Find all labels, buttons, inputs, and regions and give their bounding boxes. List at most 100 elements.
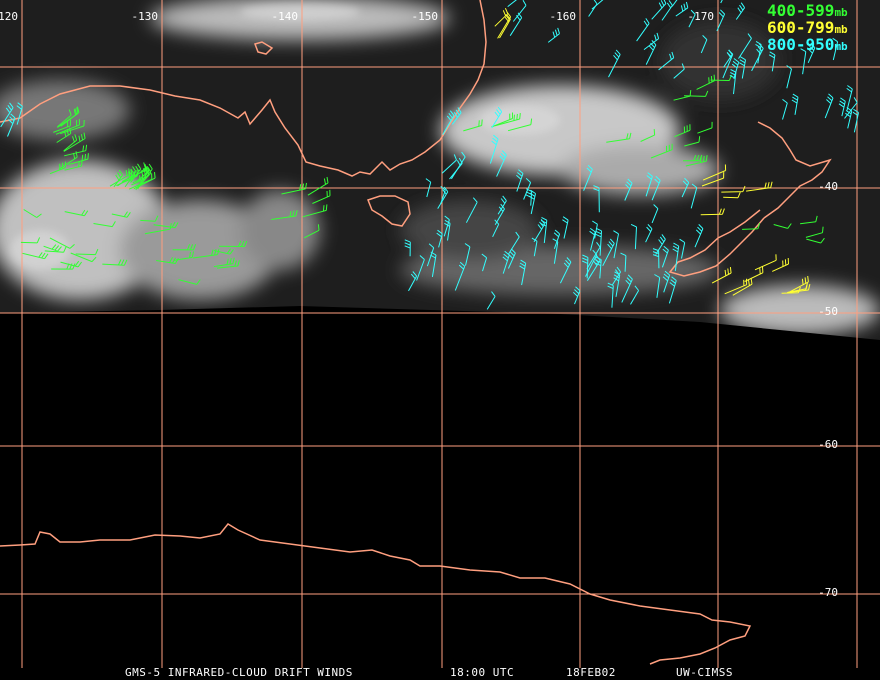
wind-barb	[768, 51, 776, 72]
wind-barb	[621, 274, 633, 303]
latitude-label: -60	[818, 438, 838, 451]
wind-barb	[135, 165, 150, 191]
wind-barb	[219, 240, 248, 247]
coastlines	[0, 0, 832, 665]
legend-label: 400-599	[767, 1, 834, 20]
wind-barb	[845, 107, 853, 129]
wind-barb	[852, 108, 859, 133]
wind-barb	[130, 163, 142, 183]
wind-barb	[787, 275, 809, 294]
wind-barb	[178, 279, 201, 285]
wind-barb	[442, 110, 455, 135]
wind-barb	[620, 252, 627, 272]
wind-barb	[57, 107, 79, 128]
wind-barb	[281, 182, 307, 195]
wind-barb	[805, 226, 824, 238]
wind-barb	[673, 90, 692, 101]
wind-barb	[608, 49, 621, 78]
wind-barb	[64, 209, 89, 217]
wind-barb	[49, 237, 75, 249]
footer-text: GMS-5 INFRARED-CLOUD DRIFT WINDS	[125, 666, 353, 679]
wind-barb	[494, 8, 509, 27]
wind-barb	[451, 107, 462, 125]
wind-barb	[782, 99, 788, 120]
wind-barb	[408, 271, 418, 292]
wind-barb	[507, 248, 516, 269]
wind-barb	[486, 291, 496, 310]
wind-barb	[688, 9, 696, 28]
wind-barb	[738, 33, 752, 59]
footer-text: UW-CIMSS	[676, 666, 733, 679]
wind-barb	[58, 151, 78, 170]
wind-barb	[499, 14, 511, 39]
wind-barb	[113, 169, 123, 188]
wind-barb	[630, 285, 640, 305]
nz-north-coast	[757, 121, 832, 219]
wind-barb	[0, 102, 14, 128]
wind-barb	[109, 168, 131, 187]
wind-barb	[559, 257, 572, 284]
wind-barb	[531, 237, 538, 257]
wind-barb	[613, 230, 619, 259]
wind-barb	[440, 186, 446, 205]
wind-barb	[702, 164, 727, 181]
wind-barb	[213, 257, 235, 268]
wind-barb	[528, 189, 536, 215]
legend-unit: mb	[834, 6, 848, 19]
island-coast	[254, 41, 274, 55]
wind-barb	[491, 106, 503, 129]
wind-barb	[22, 252, 49, 260]
wind-barb	[755, 40, 762, 64]
wind-barb	[694, 224, 704, 248]
wind-barb	[672, 242, 680, 272]
wind-barb	[690, 183, 698, 209]
wind-barb	[547, 27, 560, 43]
wind-barb	[481, 253, 488, 272]
wind-barb	[153, 221, 179, 229]
wind-barb	[679, 238, 686, 259]
nz-south-coast	[668, 209, 765, 277]
wind-barb	[654, 274, 661, 298]
wind-barb	[496, 150, 507, 177]
wind-barb	[111, 211, 131, 218]
wind-barb	[595, 256, 602, 279]
wind-barb	[507, 231, 520, 255]
wind-barb	[173, 251, 194, 261]
wind-barb	[754, 254, 777, 271]
wind-barb	[613, 271, 621, 297]
wind-barb	[643, 32, 660, 50]
wind-barb	[645, 172, 653, 197]
wind-barb	[404, 239, 411, 257]
wind-barb	[701, 172, 725, 187]
wind-barb	[64, 160, 83, 171]
wind-barb	[502, 250, 510, 274]
wind-barb	[519, 259, 527, 286]
wind-barb	[172, 244, 197, 251]
wind-barb	[507, 118, 533, 132]
wind-barb	[425, 178, 432, 198]
footer-text: 18:00 UTC	[450, 666, 514, 679]
wind-barb	[307, 176, 329, 196]
wind-barb	[68, 153, 89, 166]
wind-barb	[441, 154, 457, 174]
longitude-label: -160	[550, 10, 577, 23]
wind-barb	[416, 255, 425, 281]
wind-barb	[645, 224, 653, 243]
wind-barb	[681, 177, 690, 198]
longitude-label: -140	[272, 10, 299, 23]
wind-barb	[516, 169, 524, 192]
wind-barb	[507, 0, 517, 7]
wind-barb	[138, 167, 152, 187]
wind-barb	[846, 85, 853, 111]
wind-barb	[426, 243, 435, 267]
wind-barb	[271, 210, 298, 220]
wind-barb	[721, 185, 746, 193]
legend-entry: 400-599mb	[767, 1, 848, 20]
wind-barb	[773, 223, 792, 229]
wind-barb	[697, 121, 713, 134]
wind-barb	[63, 132, 86, 152]
wind-barb	[450, 151, 466, 180]
wind-barb	[213, 248, 234, 255]
wind-barb	[674, 124, 691, 138]
longitude-label: -120	[0, 10, 18, 23]
